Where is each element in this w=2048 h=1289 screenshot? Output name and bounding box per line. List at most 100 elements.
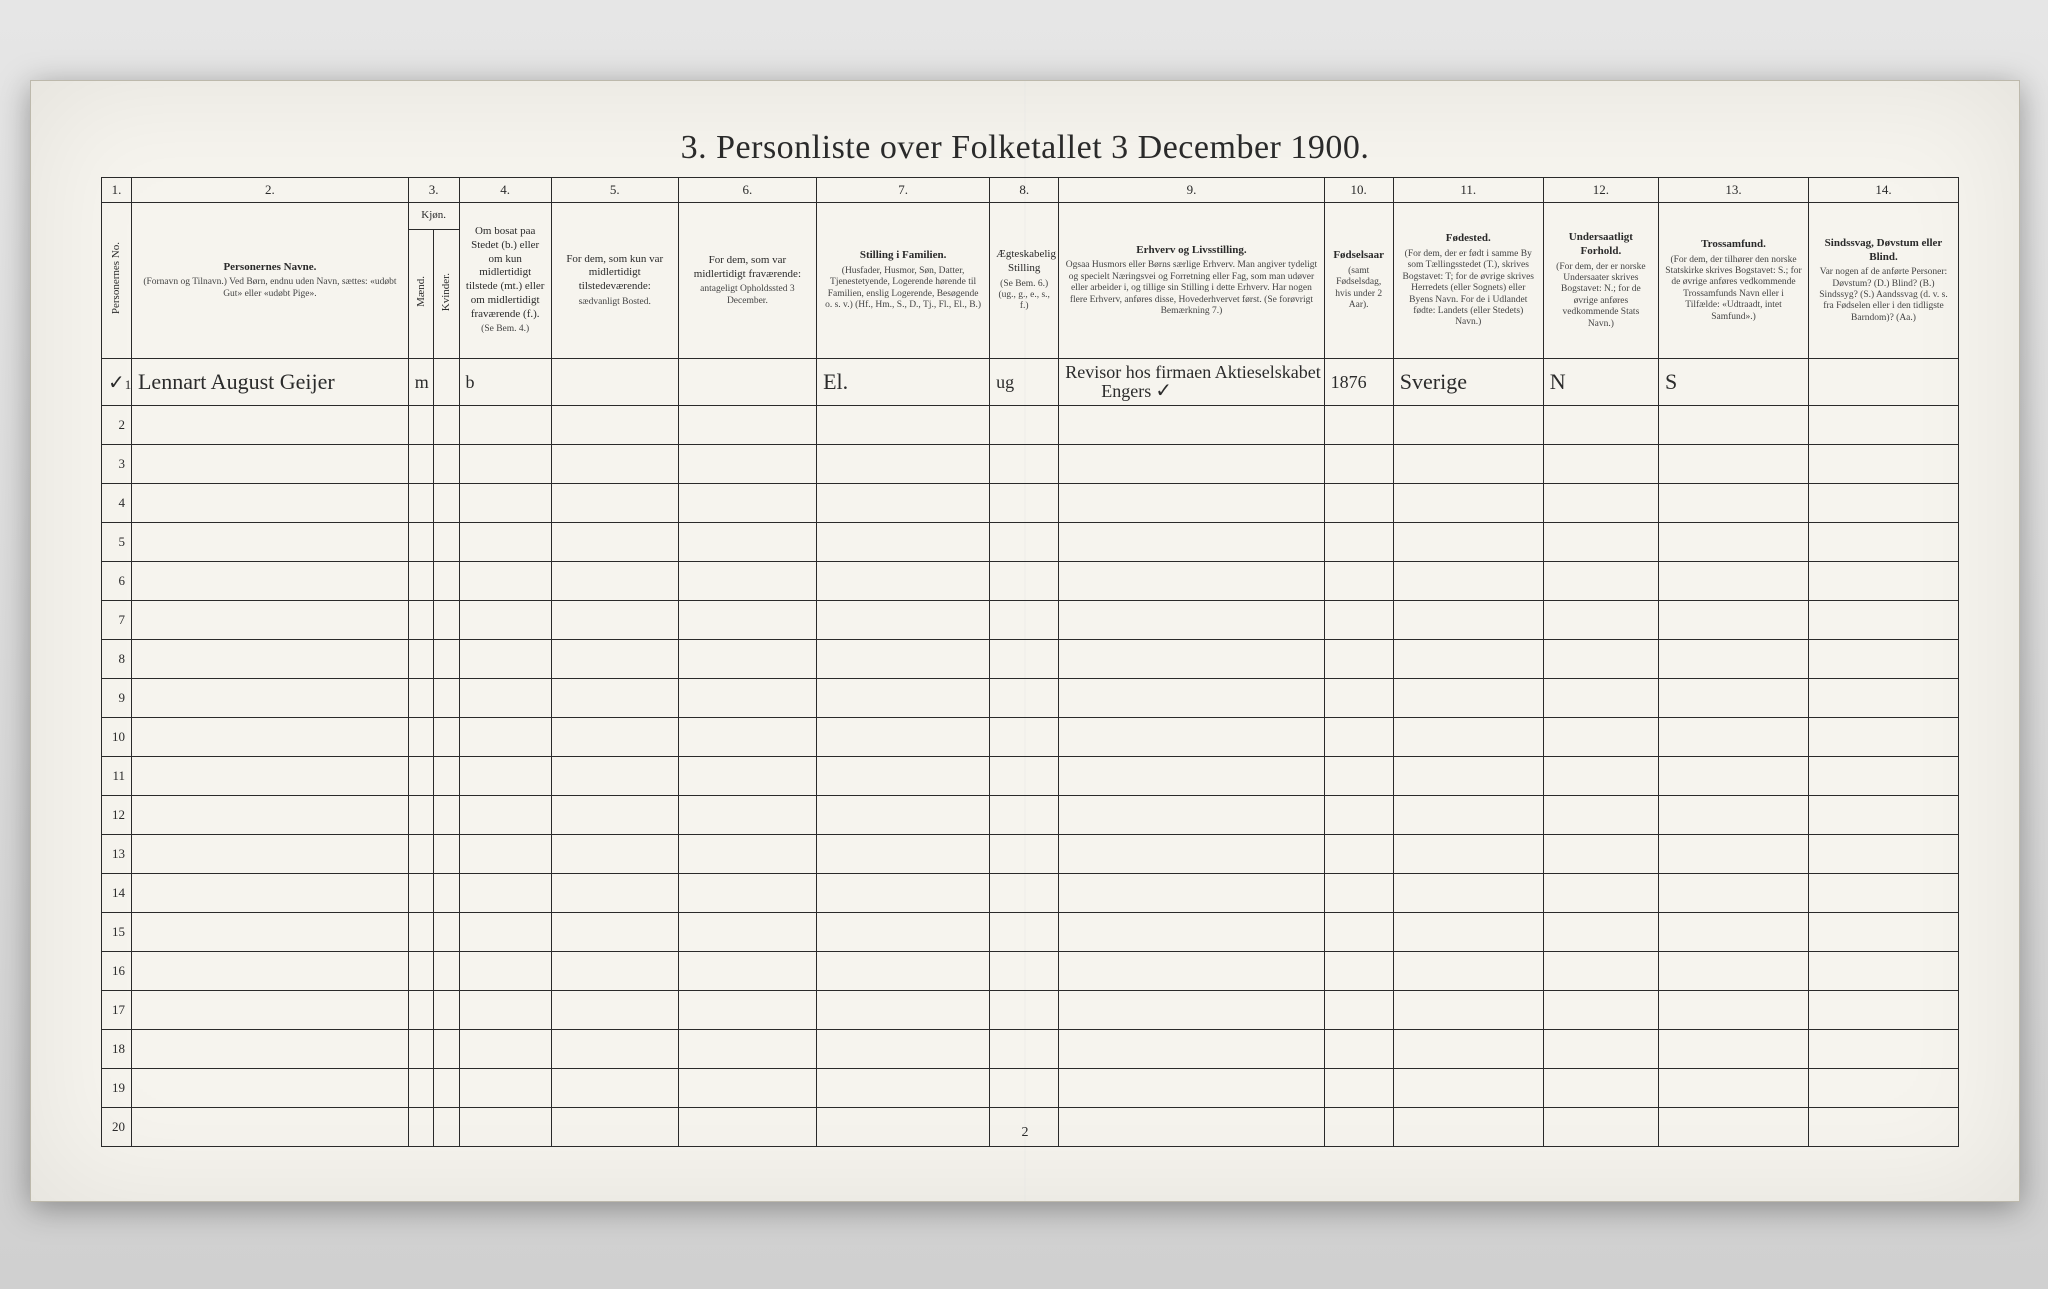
colhead-7-sub: (Husfader, Husmor, Søn, Datter, Tjeneste… (823, 266, 983, 312)
table-row: 9 (102, 679, 1959, 718)
cell (817, 757, 990, 796)
cell (1808, 874, 1958, 913)
cell (817, 523, 990, 562)
cell (1393, 640, 1543, 679)
colnum-14: 14. (1808, 178, 1958, 203)
cell: 9 (102, 679, 132, 718)
cell (1324, 445, 1393, 484)
cell (551, 601, 678, 640)
cell (1808, 445, 1958, 484)
colhead-2-sub: (Fornavn og Tilnavn.) Ved Børn, endnu ud… (138, 277, 402, 300)
cell (1059, 913, 1324, 952)
cell (459, 796, 551, 835)
cell: 11 (102, 757, 132, 796)
colhead-3m: Mænd. (408, 230, 433, 359)
cell (408, 679, 433, 718)
cell (551, 835, 678, 874)
colhead-10-label: Fødselsaar (1333, 249, 1384, 261)
cell (1659, 601, 1809, 640)
cell (1324, 562, 1393, 601)
cell (1059, 991, 1324, 1030)
cell (1543, 1030, 1658, 1069)
colnum-1: 1. (102, 178, 132, 203)
colhead-14-sub: Var nogen af de anførte Personer: Døvstu… (1815, 267, 1952, 324)
cell (990, 601, 1059, 640)
colhead-10-sub: (samt Fødselsdag, hvis under 2 Aar). (1331, 266, 1387, 312)
cell (1659, 835, 1809, 874)
cell (459, 445, 551, 484)
cell (1659, 523, 1809, 562)
cell (817, 406, 990, 445)
cell (1808, 406, 1958, 445)
cell (1324, 484, 1393, 523)
cell: 7 (102, 601, 132, 640)
cell (434, 640, 459, 679)
cell (551, 913, 678, 952)
cell (1659, 913, 1809, 952)
cell (1324, 718, 1393, 757)
cell (1059, 757, 1324, 796)
cell (1324, 913, 1393, 952)
cell (1059, 484, 1324, 523)
cell (408, 718, 433, 757)
cell (1808, 1030, 1958, 1069)
cell (990, 445, 1059, 484)
cell (1393, 718, 1543, 757)
cell (1543, 601, 1658, 640)
cell (551, 952, 678, 991)
cell (434, 359, 459, 406)
cell (1393, 562, 1543, 601)
cell (1059, 1069, 1324, 1108)
cell (434, 445, 459, 484)
cell (408, 562, 433, 601)
table-row: 3 (102, 445, 1959, 484)
table-row: 7 (102, 601, 1959, 640)
cell (990, 718, 1059, 757)
cell (1059, 445, 1324, 484)
cell (434, 991, 459, 1030)
colhead-12: Undersaatligt Forhold. (For dem, der er … (1543, 203, 1658, 359)
cell (1808, 913, 1958, 952)
cell: 10 (102, 718, 132, 757)
cell (434, 835, 459, 874)
census-table: 1. 2. 3. 4. 5. 6. 7. 8. 9. 10. 11. 12. 1… (101, 177, 1959, 1147)
cell (1324, 757, 1393, 796)
cell (1393, 1069, 1543, 1108)
cell (1808, 835, 1958, 874)
cell: ✓1 (102, 359, 132, 406)
cell (1059, 679, 1324, 718)
colhead-2-label: Personernes Navne. (223, 261, 316, 273)
cell (1659, 796, 1809, 835)
cell (1543, 484, 1658, 523)
cell (1543, 874, 1658, 913)
cell: 15 (102, 913, 132, 952)
cell (131, 796, 408, 835)
cell (1659, 562, 1809, 601)
cell (817, 952, 990, 991)
cell (551, 1030, 678, 1069)
cell (1393, 835, 1543, 874)
table-row: 15 (102, 913, 1959, 952)
cell (678, 679, 816, 718)
cell (408, 640, 433, 679)
cell: 6 (102, 562, 132, 601)
cell (990, 484, 1059, 523)
page-title: 3. Personliste over Folketallet 3 Decemb… (31, 129, 2019, 167)
cell (551, 445, 678, 484)
cell (408, 445, 433, 484)
cell (408, 523, 433, 562)
table-row: 2 (102, 406, 1959, 445)
cell (1808, 523, 1958, 562)
cell (678, 445, 816, 484)
colnum-13: 13. (1659, 178, 1809, 203)
cell (1324, 874, 1393, 913)
colhead-8: Ægteskabelig Stilling (Se Bem. 6.) (ug.,… (990, 203, 1059, 359)
colnum-8: 8. (990, 178, 1059, 203)
cell (990, 679, 1059, 718)
cell (1393, 874, 1543, 913)
cell: N (1543, 359, 1658, 406)
cell (408, 1030, 433, 1069)
cell: b (459, 359, 551, 406)
cell (1324, 601, 1393, 640)
cell (551, 796, 678, 835)
